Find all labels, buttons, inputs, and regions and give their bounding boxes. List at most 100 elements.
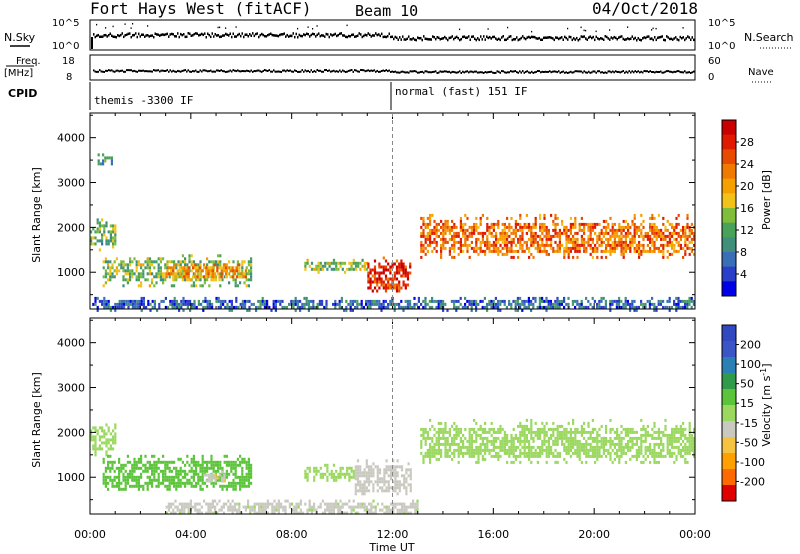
heatmap-cell [140, 275, 143, 279]
freq-point [378, 70, 380, 73]
heatmap-cell [437, 457, 440, 461]
heatmap-cell [567, 439, 570, 443]
colorbar-tick-label: 16 [740, 202, 754, 215]
heatmap-cell [431, 424, 434, 428]
heatmap-cell [406, 271, 410, 275]
heatmap-cell [230, 469, 233, 473]
freq-point [621, 70, 623, 73]
heatmap-cell [157, 272, 160, 276]
heatmap-cell [263, 305, 266, 309]
freq-point [136, 70, 138, 73]
heatmap-cell [290, 299, 293, 303]
heatmap-cell [565, 460, 568, 464]
heatmap-cell [424, 302, 427, 306]
nsky-point [670, 37, 672, 41]
heatmap-cell [662, 216, 665, 220]
nsky-point [165, 33, 167, 36]
nsky-point [685, 37, 687, 40]
heatmap-cell [611, 234, 614, 238]
heatmap-cell [660, 451, 663, 455]
freq-point [651, 71, 653, 73]
heatmap-cell [611, 222, 614, 226]
nsky-point [442, 37, 444, 40]
heatmap-cell [459, 302, 462, 306]
heatmap-cell [241, 472, 244, 476]
heatmap-cell [178, 305, 181, 309]
freq-point [103, 71, 105, 73]
nsky-point [348, 34, 350, 38]
heatmap-cell [356, 459, 360, 463]
freq-point [690, 72, 692, 74]
heatmap-cell [602, 442, 605, 446]
nsky-spike [147, 25, 149, 27]
heatmap-cell [170, 481, 173, 485]
heatmap-cell [690, 439, 693, 443]
heatmap-cell [547, 231, 550, 235]
heatmap-cell [437, 421, 440, 425]
heatmap-cell [395, 289, 399, 293]
heatmap-cell [611, 299, 614, 303]
heatmap-cell [172, 508, 175, 512]
heatmap-cell [554, 222, 557, 226]
heatmap-cell [304, 472, 307, 476]
heatmap-cell [508, 225, 511, 229]
heatmap-cell [171, 299, 174, 303]
heatmap-cell [317, 261, 320, 265]
freq-point [310, 69, 312, 72]
heatmap-cell [671, 430, 674, 434]
heatmap-cell [602, 445, 605, 449]
heatmap-cell [475, 421, 478, 425]
heatmap-cell [148, 463, 151, 467]
heatmap-cell [519, 421, 522, 425]
heatmap-cell [591, 246, 594, 250]
heatmap-cell [103, 441, 106, 445]
heatmap-cell [693, 451, 696, 455]
heatmap-cell [444, 442, 447, 446]
heatmap-cell [679, 424, 682, 428]
freq-point [114, 70, 116, 73]
heatmap-cell [574, 433, 577, 437]
heatmap-cell [649, 433, 652, 437]
heatmap-cell [172, 269, 175, 273]
nsky-spike [316, 25, 318, 27]
heatmap-cell [578, 225, 581, 229]
heatmap-cell [239, 463, 242, 467]
heatmap-cell [437, 430, 440, 434]
heatmap-cell [361, 258, 364, 262]
heatmap-cell [569, 442, 572, 446]
heatmap-cell [591, 249, 594, 253]
heatmap-cell [594, 454, 597, 458]
power-colorbar-label: Power [dB] [760, 170, 773, 230]
heatmap-cell [245, 460, 248, 464]
heatmap-cell [589, 433, 592, 437]
freq-point [672, 71, 674, 74]
heatmap-cell [501, 427, 504, 431]
heatmap-cell [208, 284, 211, 288]
heatmap-cell [569, 237, 572, 241]
heatmap-cell [126, 278, 129, 282]
heatmap-cell [352, 261, 355, 265]
heatmap-cell [186, 460, 189, 464]
nsky-point [117, 34, 119, 37]
heatmap-cell [206, 299, 209, 303]
freq-point [352, 70, 354, 73]
heatmap-cell [640, 460, 643, 464]
heatmap-cell [206, 257, 209, 261]
nsky-point [103, 34, 105, 37]
heatmap-cell [376, 471, 379, 475]
heatmap-cell [433, 219, 436, 223]
heatmap-cell [420, 445, 423, 449]
heatmap-cell [484, 243, 487, 247]
heatmap-cell [644, 427, 647, 431]
heatmap-cell [241, 478, 244, 482]
heatmap-cell [585, 451, 588, 455]
heatmap-cell [631, 237, 634, 241]
heatmap-cell [247, 260, 250, 264]
heatmap-cell [151, 484, 154, 488]
heatmap-cell [488, 231, 491, 235]
heatmap-cell [464, 234, 467, 238]
nsky-point [96, 34, 98, 38]
heatmap-cell [587, 430, 590, 434]
freq-point [687, 71, 689, 74]
heatmap-cell [230, 460, 233, 464]
